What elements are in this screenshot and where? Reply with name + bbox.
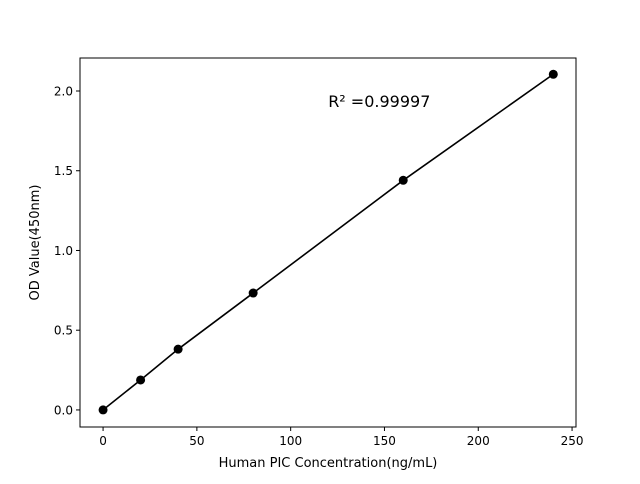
y-tick-label: 0.0 xyxy=(54,403,73,417)
y-tick-label: 0.5 xyxy=(54,324,73,338)
y-axis: 0.0 0.5 1.0 1.5 2.0 xyxy=(54,85,80,417)
x-tick-label: 100 xyxy=(279,434,302,448)
x-tick-label: 50 xyxy=(189,434,204,448)
series-line xyxy=(102,73,554,411)
y-tick-label: 2.0 xyxy=(54,85,73,99)
data-point xyxy=(173,344,183,354)
data-point xyxy=(136,375,146,385)
data-point xyxy=(548,69,558,79)
x-axis-label: Human PIC Concentration(ng/mL) xyxy=(219,456,438,471)
x-tick-label: 250 xyxy=(561,434,584,448)
x-tick-label: 200 xyxy=(467,434,490,448)
x-tick-label: 0 xyxy=(99,434,107,448)
y-tick-label: 1.0 xyxy=(54,244,73,258)
y-tick-label: 1.5 xyxy=(54,164,73,178)
x-tick-label: 150 xyxy=(373,434,396,448)
data-point xyxy=(398,175,408,185)
x-axis: 0 50 100 150 200 250 xyxy=(99,427,584,448)
r-squared-annotation: R² =0.99997 xyxy=(328,92,430,111)
y-axis-label: OD Value(450nm) xyxy=(28,185,43,301)
data-point xyxy=(98,405,108,415)
series xyxy=(98,69,558,415)
data-point xyxy=(248,288,258,298)
plot-area xyxy=(79,57,577,428)
